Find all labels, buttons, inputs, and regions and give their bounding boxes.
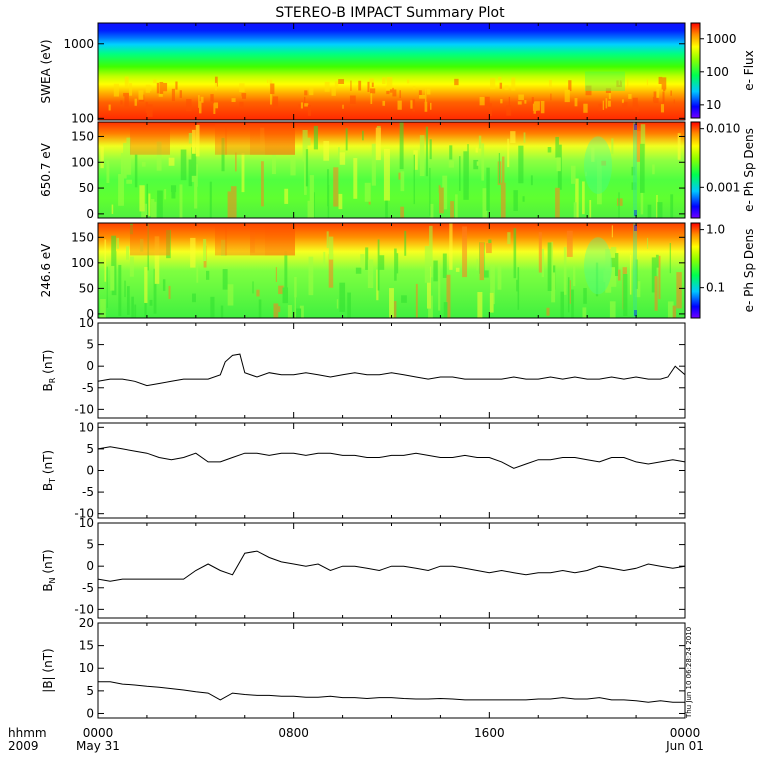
colorbar-tick-label: 100 — [706, 65, 729, 79]
x-tick-label: 0000 — [670, 726, 701, 740]
panel-frame — [97, 422, 686, 519]
y-tick-label: 15 — [79, 639, 94, 653]
spectrogram-texture — [100, 223, 682, 318]
panel-br: BR (nT) 10 5 0 -5 -10 — [41, 316, 686, 419]
colorbar-label: e- Ph Sp Dens — [742, 128, 756, 212]
y-tick-label: 0 — [86, 464, 94, 478]
y-axis-label-main: |B| — [41, 676, 55, 692]
y-tick-label: -10 — [74, 602, 94, 616]
y-axis-label-main: B — [41, 583, 55, 591]
panel-bn: BN (nT) 10 5 0 -5 -10 — [41, 516, 686, 619]
year-label: 2009 — [8, 739, 39, 753]
y-axis-label: 650.7 eV — [39, 142, 53, 197]
colorbar-tick-label: 1000 — [706, 32, 737, 46]
colorbar-tick-label: 1.0 — [706, 223, 725, 237]
panel-pad650: 0.010 0.001 e- Ph Sp Dens 650.7 eV 150 100 50 0 — [39, 121, 756, 221]
y-tick-label: 5 — [86, 538, 94, 552]
x-tick-label: 1600 — [474, 726, 505, 740]
y-tick-label: 5 — [86, 684, 94, 698]
colorbar-swea — [690, 22, 701, 119]
colorbar-tick-label: 0.001 — [706, 180, 740, 194]
x-tick-label: 0000 — [83, 726, 114, 740]
y-axis-label: 246.6 eV — [39, 243, 53, 298]
y-axis-label: BR (nT) — [41, 350, 57, 392]
spectrogram-texture — [108, 71, 675, 117]
x-date-label: Jun 01 — [665, 739, 704, 753]
colorbar-label: e- Ph Sp Dens — [742, 229, 756, 313]
series-line-bn — [97, 550, 686, 582]
y-tick-label: 20 — [79, 616, 94, 630]
y-tick-label: 0 — [86, 559, 94, 573]
y-tick-label: 100 — [71, 256, 94, 270]
y-axis-label-subscript: R — [48, 377, 57, 383]
y-tick-label: -10 — [74, 507, 94, 521]
y-tick-label: 5 — [86, 442, 94, 456]
panel-frame — [97, 322, 686, 419]
y-axis-label: BT (nT) — [41, 450, 57, 491]
colorbar-tick-label: 10 — [706, 98, 721, 112]
hhmm-label: hhmm — [8, 726, 47, 740]
colorbar-pad246 — [690, 222, 701, 319]
y-axis-label-subscript: N — [48, 577, 57, 583]
series-line-br — [97, 353, 686, 387]
timestamp: Thu Jun 10 06:28:24 2010 — [685, 627, 693, 719]
panel-frame — [97, 522, 686, 619]
spectrogram-texture — [100, 122, 681, 218]
y-tick-label: 0 — [86, 207, 94, 221]
plot-title: STEREO-B IMPACT Summary Plot — [275, 5, 505, 21]
y-tick-label: 0 — [86, 706, 94, 720]
y-tick-label: 1000 — [63, 37, 94, 51]
panel-pad246: 1.0 0.1 e- Ph Sp Dens 246.6 eV 150 100 50 0 — [39, 222, 756, 321]
y-tick-label: -10 — [74, 402, 94, 416]
y-tick-label: 100 — [71, 155, 94, 169]
y-axis-label: BN (nT) — [41, 549, 57, 591]
y-tick-label: -5 — [82, 381, 94, 395]
y-tick-label: 10 — [79, 316, 94, 330]
y-axis-label-main: B — [41, 483, 55, 491]
y-tick-label: 0 — [86, 307, 94, 321]
y-axis-label: |B| (nT) — [41, 648, 55, 692]
colorbar-tick-label: 0.010 — [706, 122, 740, 136]
y-tick-label: 50 — [79, 281, 94, 295]
y-tick-label: 0 — [86, 359, 94, 373]
x-tick-label: 0800 — [278, 726, 309, 740]
y-tick-label: 10 — [79, 420, 94, 434]
panel-frame — [97, 622, 686, 719]
series-line-bt — [97, 446, 686, 469]
x-date-label: May 31 — [76, 739, 120, 753]
y-axis-label-subscript: T — [48, 478, 57, 484]
y-axis-label-main: B — [41, 383, 55, 391]
y-tick-label: 150 — [71, 230, 94, 244]
panel-swea: 1000 100 10 e- Flux SWEA (eV) 1000 100 — [39, 22, 756, 125]
colorbar-pad650 — [690, 121, 701, 219]
y-tick-label: -5 — [82, 485, 94, 499]
colorbar-tick-label: 0.1 — [706, 281, 725, 295]
y-axis-label-unit: (nT) — [41, 648, 55, 676]
y-tick-label: 150 — [71, 129, 94, 143]
y-tick-label: 5 — [86, 338, 94, 352]
y-tick-label: 100 — [71, 111, 94, 125]
panel-bt: BT (nT) 10 5 0 -5 -10 — [41, 420, 686, 521]
y-axis-label-unit: (nT) — [41, 549, 55, 577]
y-axis-label: SWEA (eV) — [39, 39, 53, 103]
y-tick-label: 10 — [79, 516, 94, 530]
colorbar-label: e- Flux — [742, 50, 756, 90]
y-tick-label: 10 — [79, 661, 94, 675]
panel-bmag: |B| (nT) 20 15 10 5 0 — [41, 616, 686, 720]
y-axis-label-unit: (nT) — [41, 450, 55, 478]
series-line-bmag — [98, 681, 685, 703]
y-tick-label: 50 — [79, 181, 94, 195]
y-tick-label: -5 — [82, 581, 94, 595]
y-axis-label-unit: (nT) — [41, 350, 55, 378]
